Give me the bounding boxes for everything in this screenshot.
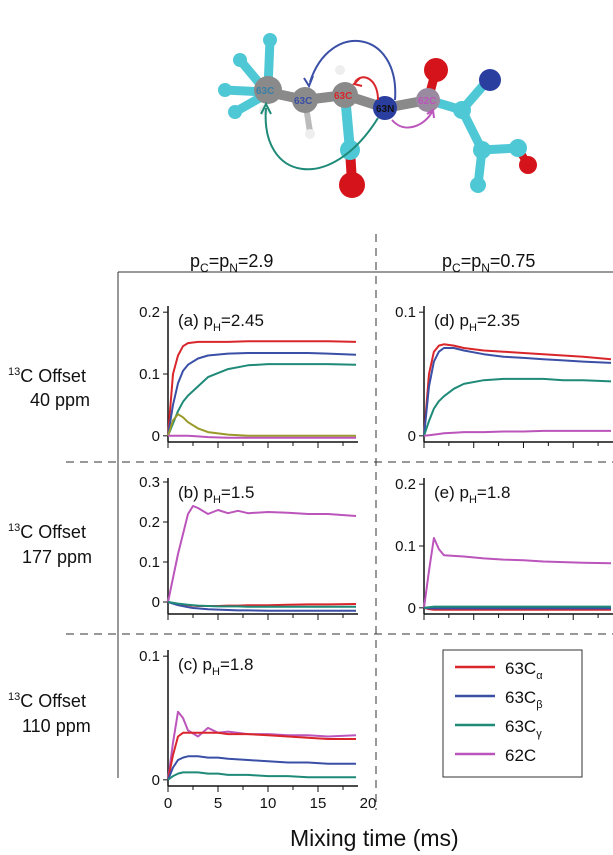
x-tick-label-c: 0 — [164, 795, 172, 812]
legend: 63Cα 63Cβ 63Cγ 62C — [442, 649, 583, 778]
panel-d: 0 0.1 (d) pH=2.35 — [395, 304, 613, 448]
svg-text:40 ppm: 40 ppm — [30, 390, 90, 410]
series-62C-b — [167, 505, 357, 603]
y-tick-label-c: 0 — [152, 772, 160, 789]
x-tick-label-c: 10 — [260, 795, 277, 812]
svg-text:13C Offset: 13C Offset — [8, 691, 86, 711]
y-tick-label-e: 0 — [408, 600, 416, 617]
svg-text:110 ppm: 110 ppm — [22, 716, 91, 736]
y-tick-label-e: 0.1 — [395, 538, 416, 555]
series-63Cg-e — [423, 605, 611, 609]
legend-box — [442, 649, 583, 778]
arrow-blue — [309, 40, 397, 101]
x-tick-label-c: 5 — [214, 795, 222, 812]
y-tick-label-b: 0.2 — [139, 514, 160, 531]
series-63Cb-e — [423, 606, 611, 610]
y-tick-label-d: 0 — [408, 428, 416, 445]
series-63Cg-b — [167, 601, 356, 608]
atom-label-4: 63N — [376, 104, 394, 115]
series-63Cg-d — [423, 377, 612, 437]
molecule-illustration: 63C 63C 63C 63N 62C — [218, 33, 537, 198]
legend-label-63Cg: 63Cγ — [505, 717, 542, 740]
series-63Ca-a — [167, 340, 357, 436]
panel-label-e: (e) pH=1.8 — [434, 483, 510, 506]
series-62C-a — [168, 434, 356, 439]
y-tick-label-d: 0.1 — [395, 304, 416, 321]
row-label-3: 13C Offset 110 ppm — [8, 691, 91, 736]
x-tick-label-c: 15 — [310, 795, 327, 812]
svg-text:13C Offset: 13C Offset — [8, 366, 86, 386]
x-tick-label-c: 20 — [360, 795, 377, 812]
y-tick-label-b: 0.3 — [139, 474, 160, 491]
series-63Cg-c — [167, 771, 356, 781]
legend-label-63Cb: 63Cβ — [505, 688, 543, 711]
row-label-2: 13C Offset 177 ppm — [8, 522, 92, 567]
series-63Cb-a — [167, 352, 357, 436]
atom-label-5: 62C — [418, 96, 436, 107]
panel-label-a: (a) pH=2.45 — [178, 311, 264, 334]
arrow-teal — [264, 107, 379, 171]
series-62C-d — [423, 429, 611, 437]
series-63Cb-c — [167, 755, 356, 781]
series-63Cb-d — [423, 347, 612, 436]
svg-text:13C Offset: 13C Offset — [8, 522, 86, 542]
legend-label-63Ca: 63Cα — [505, 659, 543, 682]
col1-header: pC=pN=2.9 — [190, 251, 273, 275]
series-62C-c — [167, 710, 357, 780]
panel-a: 0 0.1 0.2 (a) pH=2.45 — [139, 304, 358, 448]
panel-label-b: (b) pH=1.5 — [178, 483, 254, 506]
col2-header: pC=pN=0.75 — [442, 251, 535, 275]
series-63Cb-b — [167, 601, 356, 612]
series-extra_a-a — [167, 413, 356, 437]
x-axis-label: Mixing time (ms) — [290, 825, 459, 851]
panel-b: 0 0.1 0.2 0.3 (b) pH=1.5 — [139, 474, 358, 620]
y-tick-label-a: 0.2 — [139, 304, 160, 321]
panel-label-d: (d) pH=2.35 — [434, 311, 520, 334]
series-63Ca-c — [167, 731, 356, 780]
y-tick-label-b: 0 — [152, 594, 160, 611]
y-tick-label-e: 0.2 — [395, 476, 416, 493]
legend-label-62C: 62C — [505, 746, 536, 765]
arrow-magenta — [391, 111, 433, 129]
y-tick-label-a: 0.1 — [139, 366, 160, 383]
y-tick-label-c: 0.1 — [139, 648, 160, 665]
panel-label-c: (c) pH=1.8 — [178, 655, 254, 678]
atom-label-2: 63C — [294, 96, 312, 107]
panel-c: 0 0.1 0 5 10 15 20 (c) pH=1.8 — [139, 648, 376, 812]
panel-e: 0 0.1 0.2 (e) pH=1.8 — [395, 476, 613, 620]
atom-label-1: 63C — [256, 86, 274, 97]
series-63Ca-d — [423, 343, 612, 436]
row-label-1: 13C Offset 40 ppm — [8, 366, 90, 410]
series-63Cg-a — [167, 363, 357, 437]
y-tick-label-b: 0.1 — [139, 554, 160, 571]
series-63Ca-e — [423, 606, 611, 611]
atom-label-3: 63C — [334, 91, 352, 102]
series-62C-e — [423, 537, 612, 608]
svg-text:177 ppm: 177 ppm — [22, 547, 92, 567]
y-tick-label-a: 0 — [152, 428, 160, 445]
